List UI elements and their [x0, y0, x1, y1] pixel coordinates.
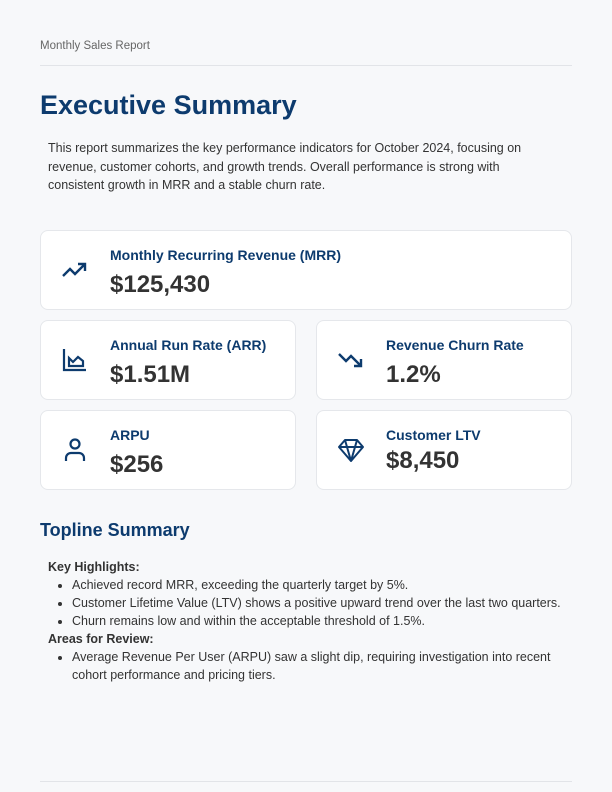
- diamond-icon: [338, 439, 364, 462]
- review-heading: Areas for Review:: [48, 632, 154, 646]
- kpi-card-ltv: Customer LTV $8,450: [316, 410, 572, 490]
- topline-summary: Key Highlights: Achieved record MRR, exc…: [48, 558, 568, 684]
- kpi-card-arpu: ARPU $256: [40, 410, 296, 490]
- report-header: Monthly Sales Report: [40, 40, 150, 52]
- user-icon: [64, 438, 86, 461]
- trending-down-icon: [338, 353, 363, 368]
- list-item: Churn remains low and within the accepta…: [72, 612, 568, 630]
- divider: [40, 65, 572, 66]
- footer-divider: [40, 781, 572, 782]
- kpi-label: ARPU: [110, 427, 150, 443]
- kpi-card-mrr: Monthly Recurring Revenue (MRR) $125,430: [40, 230, 572, 310]
- page-title: Executive Summary: [40, 90, 297, 120]
- kpi-value: $256: [110, 451, 164, 478]
- kpi-card-churn: Revenue Churn Rate 1.2%: [316, 320, 572, 400]
- intro-text: This report summarizes the key performan…: [48, 141, 522, 192]
- list-item: Average Revenue Per User (ARPU) saw a sl…: [72, 648, 568, 684]
- kpi-value: $8,450: [386, 447, 460, 474]
- trending-up-icon: [62, 262, 87, 277]
- kpi-value: $125,430: [110, 271, 211, 298]
- kpi-label: Customer LTV: [386, 427, 481, 443]
- section-title: Topline Summary: [40, 520, 190, 540]
- highlights-heading: Key Highlights:: [48, 560, 140, 574]
- list-item: Customer Lifetime Value (LTV) shows a po…: [72, 594, 568, 612]
- kpi-label: Monthly Recurring Revenue (MRR): [110, 247, 342, 263]
- kpi-card-arr: Annual Run Rate (ARR) $1.51M: [40, 320, 296, 400]
- kpi-value: $1.51M: [110, 361, 191, 388]
- kpi-value: 1.2%: [386, 361, 441, 388]
- kpi-label: Annual Run Rate (ARR): [110, 337, 267, 353]
- kpi-label: Revenue Churn Rate: [386, 337, 524, 353]
- list-item: Achieved record MRR, exceeding the quart…: [72, 576, 568, 594]
- area-chart-icon: [62, 349, 86, 372]
